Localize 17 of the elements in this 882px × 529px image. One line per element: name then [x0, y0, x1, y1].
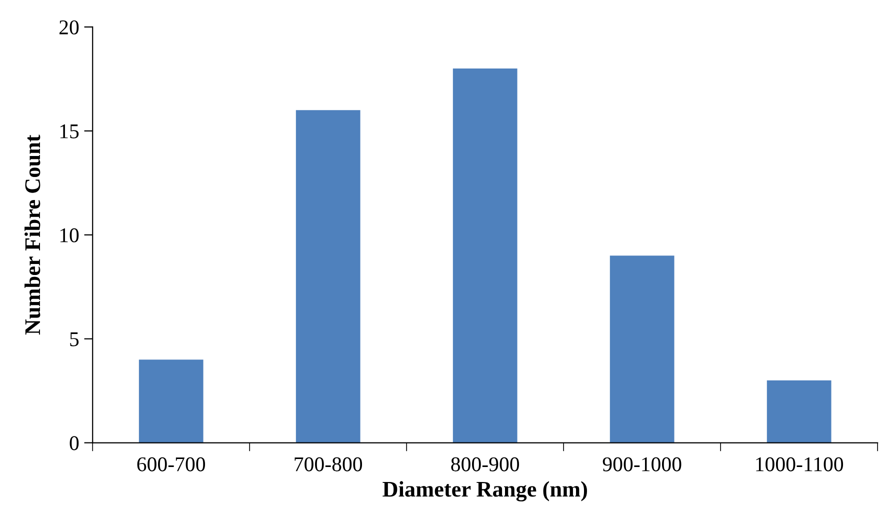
x-tick-label: 700-800	[294, 457, 362, 472]
bar	[138, 360, 204, 443]
y-tick-label: 0	[70, 436, 79, 450]
x-tick-label: 600-700	[137, 457, 206, 472]
bar	[296, 110, 360, 443]
bar	[610, 256, 674, 443]
y-tick-label: 20	[59, 20, 79, 34]
y-axis-title: Number Fibre Count	[24, 134, 40, 335]
y-tick-label: 10	[60, 228, 79, 242]
bar	[766, 380, 832, 443]
x-tick-label: 1000-1100	[756, 457, 844, 472]
x-tick-label: 900-1000	[602, 457, 682, 472]
x-axis-title: Diameter Range (nm)	[382, 481, 587, 502]
bar	[452, 68, 518, 443]
y-tick-label: 15	[60, 124, 79, 138]
y-tick-label: 5	[70, 332, 79, 346]
x-tick-label: 800-900	[451, 457, 520, 472]
